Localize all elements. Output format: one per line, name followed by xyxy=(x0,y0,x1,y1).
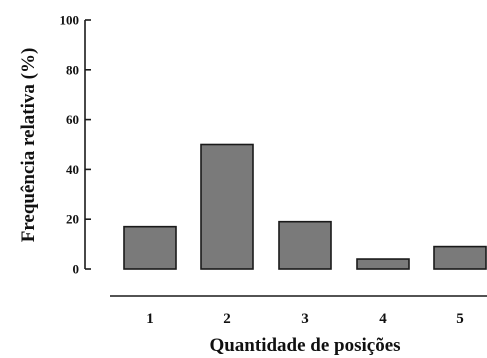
y-tick-label: 0 xyxy=(73,262,80,277)
y-axis-title: Frequência relativa (%) xyxy=(18,48,39,243)
y-tick-label: 40 xyxy=(66,162,79,177)
y-tick-label: 100 xyxy=(60,13,80,28)
x-tick-label: 4 xyxy=(379,311,387,327)
bars-group xyxy=(123,143,487,270)
x-tick-label: 3 xyxy=(301,311,309,327)
y-tick-label: 20 xyxy=(66,212,79,227)
y-tick-label: 60 xyxy=(66,112,79,127)
x-tick-label: 5 xyxy=(456,311,464,327)
bar-1 xyxy=(123,225,177,270)
bar-5 xyxy=(433,245,487,270)
x-axis-title: Quantidade de posições xyxy=(209,335,400,356)
x-tick-label: 2 xyxy=(223,311,231,327)
bar-2 xyxy=(200,143,254,270)
x-tick-label: 1 xyxy=(146,311,154,327)
bar-4 xyxy=(356,258,410,270)
x-axis-tick-labels: 1 2 3 4 5 xyxy=(146,311,464,327)
bar-3 xyxy=(278,220,332,270)
y-tick-label: 80 xyxy=(66,62,79,77)
y-axis-ticks: 0 20 40 60 80 100 xyxy=(60,13,91,277)
